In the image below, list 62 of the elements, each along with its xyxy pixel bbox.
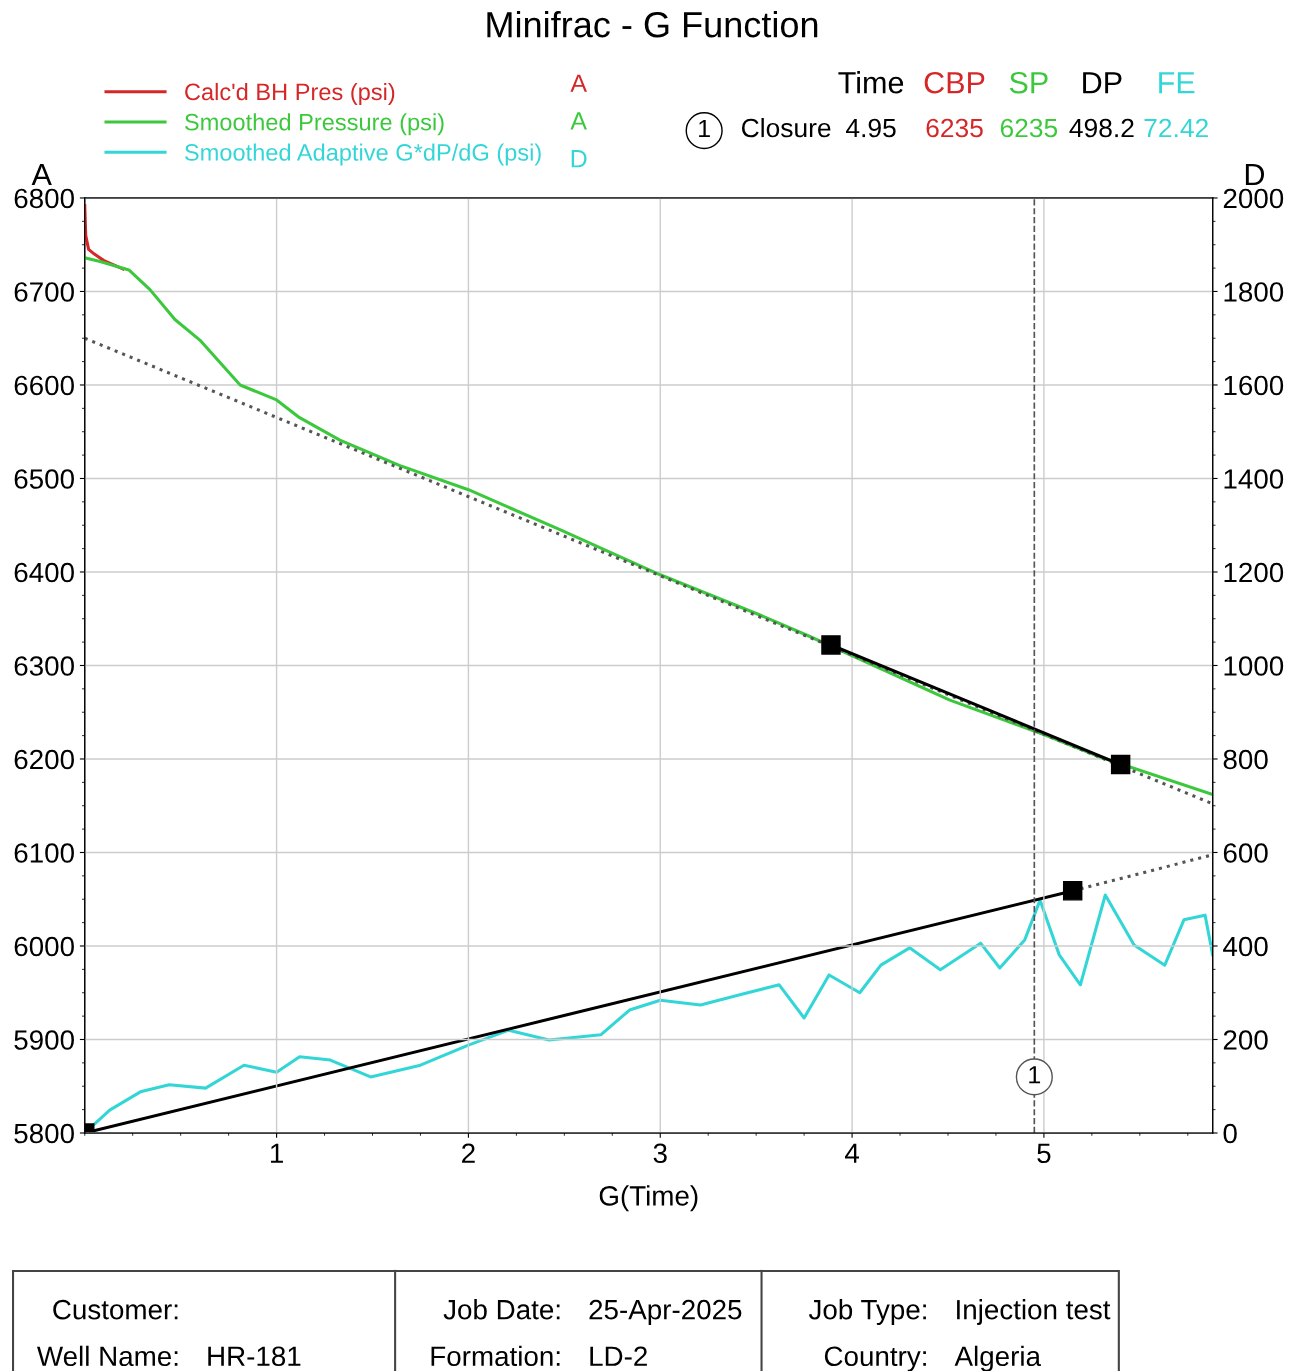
- y2-tick-label: 2000: [1223, 188, 1284, 209]
- y2-tick-label: 200: [1223, 1030, 1268, 1050]
- y-tick-label: 6300: [14, 656, 74, 676]
- text: 4.95: [846, 118, 896, 138]
- text: Well Name:: [37, 1345, 178, 1367]
- y2-tick-label: 1600: [1224, 375, 1284, 396]
- y-tick-label: 6600: [14, 375, 74, 396]
- text: 6235: [926, 118, 983, 138]
- text: Time: [838, 71, 904, 94]
- y-tick-label: 6100: [14, 843, 74, 863]
- y-tick-label: 6000: [14, 936, 74, 957]
- text: DP: [1083, 72, 1122, 94]
- y-tick-label: 6200: [14, 749, 74, 770]
- text: Customer:: [53, 1299, 178, 1320]
- chart-title: Minifrac - G Function: [487, 10, 818, 38]
- y-tick-label: 6700: [14, 282, 74, 302]
- text: 498.2: [1069, 118, 1134, 138]
- text: 1: [699, 119, 710, 138]
- x-tick-label: 2: [462, 1143, 475, 1163]
- x-tick-label: 1: [270, 1143, 283, 1163]
- legend-label: Smoothed Adaptive G*dP/dG (psi): [185, 143, 541, 166]
- y2-axis-title: D: [1245, 164, 1265, 186]
- y2-tick-label: 1200: [1224, 562, 1284, 583]
- y2-tick-label: 600: [1223, 843, 1268, 863]
- y2-tick-label: 1800: [1224, 282, 1284, 302]
- y-tick-label: 5800: [14, 1123, 74, 1144]
- x-tick-label: 4: [844, 1143, 859, 1163]
- y-tick-label: 5900: [14, 1030, 74, 1050]
- x-tick-label: 3: [653, 1143, 667, 1164]
- y-tick-label: 6400: [14, 562, 74, 583]
- text: Formation:: [431, 1345, 560, 1367]
- legend-label: Calc'd BH Pres (psi): [185, 82, 395, 105]
- text: Closure: [742, 117, 831, 138]
- text: Country:: [824, 1346, 926, 1371]
- text: Job Type:: [808, 1299, 926, 1325]
- y-tick-label: 6500: [14, 469, 74, 489]
- legend-label: Smoothed Pressure (psi): [185, 113, 444, 136]
- y2-tick-label: 400: [1223, 936, 1268, 957]
- text: Algeria: [954, 1345, 1041, 1371]
- text: HR-181: [208, 1346, 301, 1367]
- text: A: [570, 74, 587, 92]
- y2-tick-label: 0: [1223, 1123, 1237, 1144]
- y2-tick-label: 1000: [1224, 656, 1284, 676]
- y2-tick-label: 800: [1223, 749, 1268, 770]
- line-series: [84, 256, 1213, 797]
- y-axis-title: A: [31, 164, 52, 186]
- text: 25-Apr-2025: [589, 1299, 742, 1325]
- text: Job Date:: [443, 1299, 560, 1320]
- y2-tick-label: 1400: [1224, 469, 1284, 489]
- text: FE: [1159, 72, 1195, 94]
- text: Injection test: [957, 1299, 1111, 1325]
- text: LD-2: [590, 1346, 647, 1366]
- x-axis-title: G(Time): [599, 1185, 698, 1212]
- annotation: 1: [1029, 1066, 1041, 1084]
- text: D: [571, 150, 587, 168]
- text: SP: [1009, 71, 1048, 94]
- text: A: [570, 112, 587, 130]
- text: 72.42: [1144, 118, 1208, 138]
- text: CBP: [924, 71, 985, 94]
- y-tick-label: 6800: [14, 188, 74, 209]
- text: 6235: [1000, 118, 1058, 138]
- x-tick-label: 5: [1037, 1143, 1051, 1164]
